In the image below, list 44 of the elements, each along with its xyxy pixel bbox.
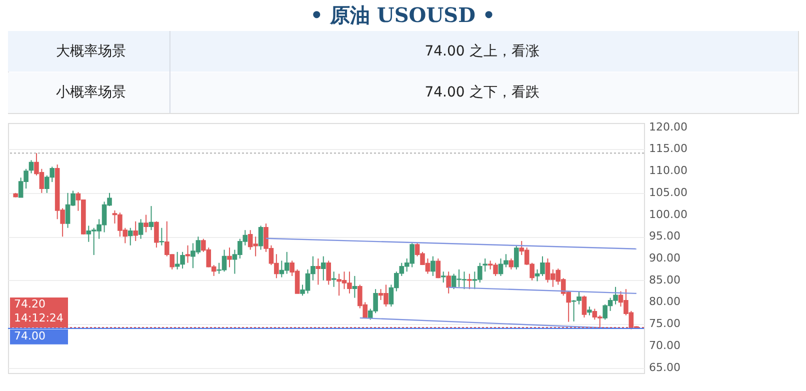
candlestick: [446, 271, 451, 294]
y-tick-label: 90.00: [649, 251, 680, 264]
text: 74.00 之下，看跌: [424, 84, 540, 101]
candlestick: [154, 220, 159, 248]
candlestick: [508, 258, 514, 270]
candlestick: [352, 275, 358, 298]
ref-line-label: 74.00: [14, 329, 46, 342]
y-tick-label: 95.00: [649, 230, 680, 243]
y-tick-label: 70.00: [649, 338, 680, 352]
y-tick-label: 120.00: [649, 120, 688, 134]
y-tick-label: 65.00: [649, 360, 680, 374]
y-tick-label: 80.00: [649, 295, 680, 308]
candlestick: [258, 225, 264, 250]
y-tick-label: 75.00: [649, 317, 680, 330]
candlestick: [144, 214, 148, 233]
y-tick-label: 110.00: [649, 164, 688, 178]
candlestick: [514, 244, 519, 270]
candlestick: [582, 295, 587, 318]
candlestick: [316, 258, 321, 286]
candlestick: [467, 273, 472, 290]
ref-line-label: 74.20 14:12:24: [14, 298, 64, 325]
text: 74.00 之上，看涨: [424, 43, 540, 60]
y-tick-label: 100.00: [649, 208, 688, 221]
candlestick: [331, 271, 336, 288]
candlestick: [320, 256, 326, 281]
text: 小概率场景: [56, 84, 126, 101]
candlestick: [326, 260, 332, 286]
candlestick: [227, 247, 232, 268]
candlestick: [148, 206, 154, 231]
y-tick-label: 85.00: [649, 273, 680, 286]
candlestick: [185, 244, 190, 264]
candlestick: [430, 256, 436, 276]
candlestick: [138, 218, 144, 240]
candlestick: [440, 271, 446, 284]
candlestick: [159, 227, 164, 246]
candlestick: [482, 258, 488, 272]
y-tick-label: 105.00: [649, 186, 688, 199]
candlestick: [436, 258, 441, 279]
y-tick-label: 115.00: [649, 142, 688, 156]
candlestick: [133, 220, 138, 242]
candlestick: [128, 227, 133, 246]
text: 大概率场景: [56, 43, 126, 60]
chart-title: • 原油 USOUSD •: [310, 3, 496, 27]
candlestick: [28, 160, 34, 174]
